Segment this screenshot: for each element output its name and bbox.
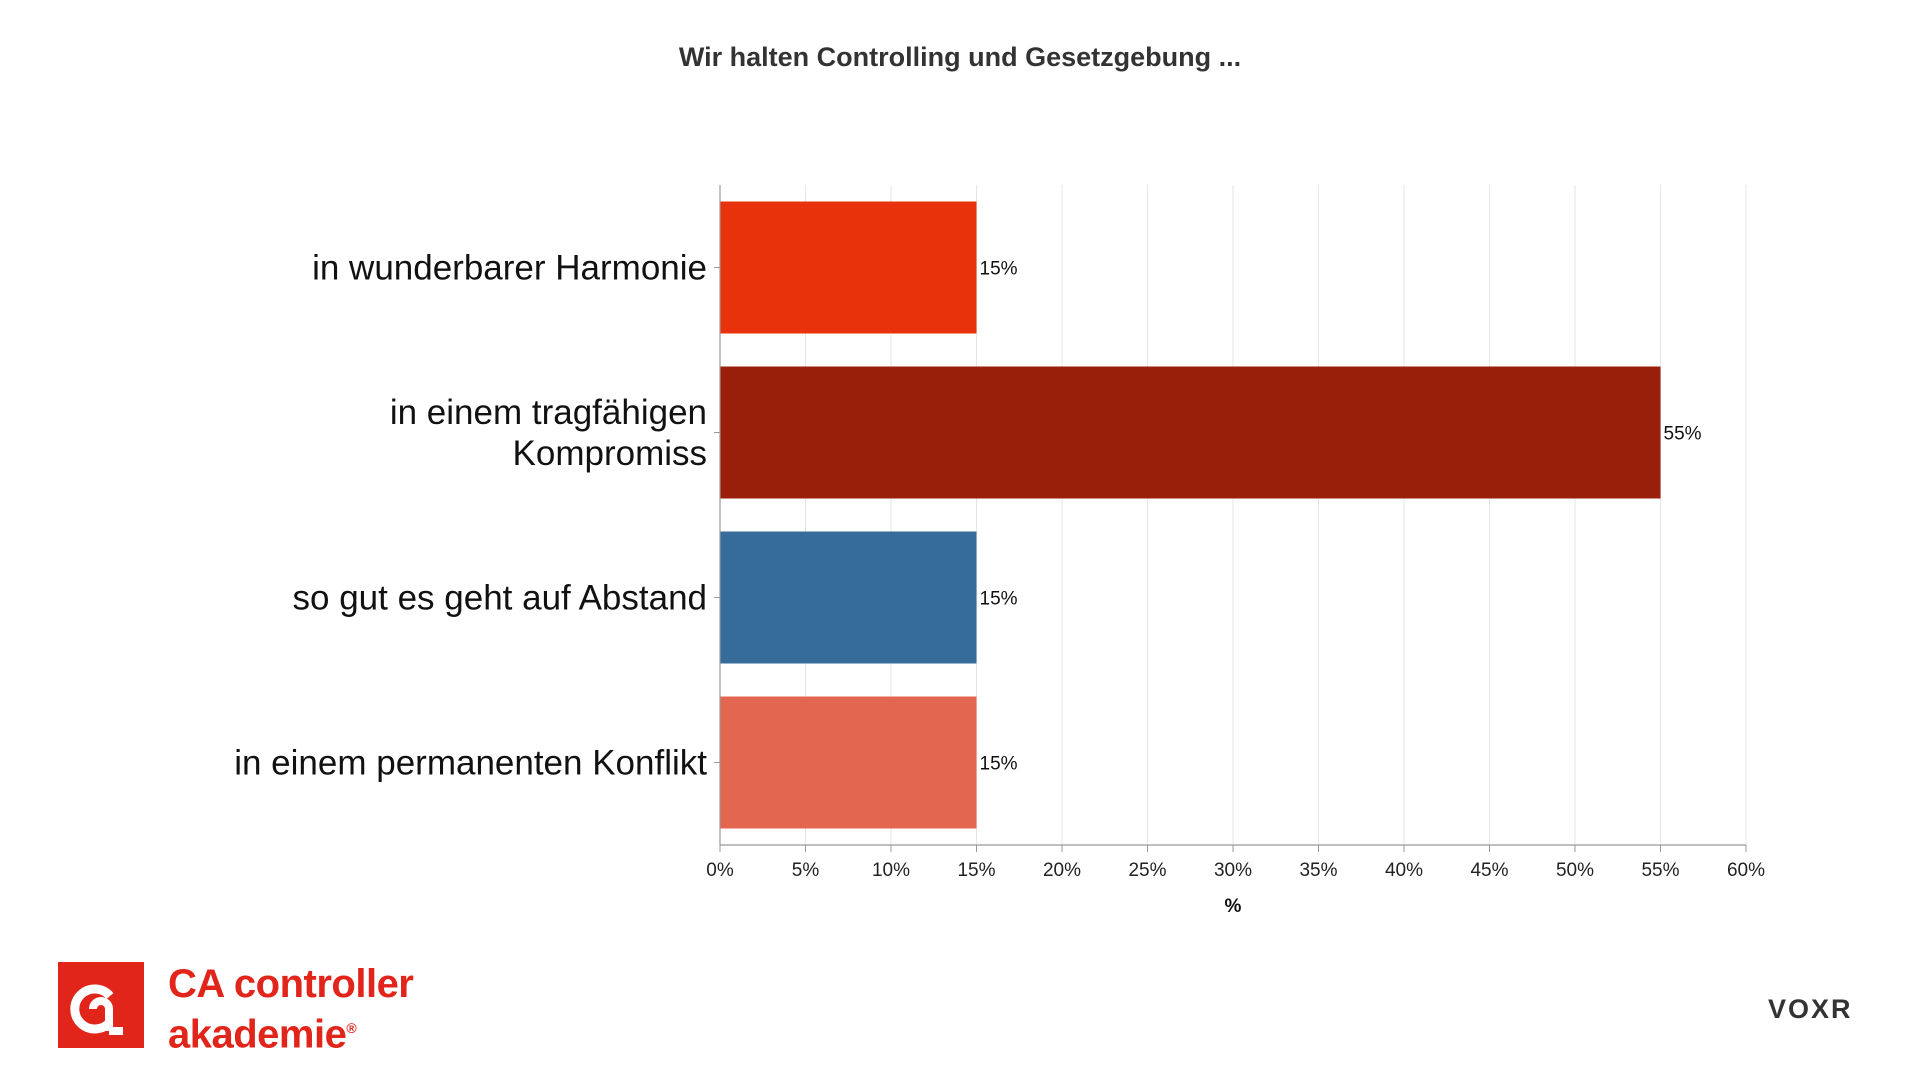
bar [720, 531, 977, 664]
bar [720, 201, 977, 334]
data-label: 15% [980, 589, 1018, 610]
x-tick-label: 30% [1214, 860, 1252, 881]
x-tick-label: 5% [792, 860, 820, 881]
labels: 0% 5% 10% 15% 20% 25% 30% 35% 40% 45% 50% 55% 60% 15%… [234, 249, 1765, 918]
category-label-line: in wunderbarer Harmonie [312, 249, 707, 288]
category-label: in einem permanenten Konflikt [234, 744, 707, 783]
axes [714, 185, 1747, 852]
logo-line-2: akademie® [168, 1006, 413, 1056]
x-tick-label: 60% [1727, 860, 1765, 881]
x-tick-label: 10% [872, 860, 910, 881]
data-label: 55% [1664, 424, 1702, 445]
category-label: so gut es geht auf Abstand [293, 579, 707, 618]
bar-chart: 0% 5% 10% 15% 20% 25% 30% 35% 40% 45% 50% 55% 60% 15%… [234, 185, 1765, 918]
ca-controller-akademie-logo: CA controller akademie® [58, 962, 428, 1056]
x-tick-label: 55% [1641, 860, 1679, 881]
chart-title: Wir halten Controlling und Gesetzgebung … [678, 42, 1242, 72]
ca-logo-icon [58, 962, 144, 1048]
data-label: 15% [980, 259, 1018, 280]
x-tick-label: 25% [1128, 860, 1166, 881]
x-axis-label: % [1225, 896, 1242, 917]
x-tick-label: 0% [706, 860, 734, 881]
voxr-logo: VOXR [1768, 994, 1853, 1024]
x-tick-label: 40% [1385, 860, 1423, 881]
category-label-line: in einem permanenten Konflikt [234, 744, 707, 783]
category-label-line: so gut es geht auf Abstand [293, 579, 707, 618]
x-tick-label: 35% [1299, 860, 1337, 881]
category-label-line: Kompromiss [513, 434, 707, 473]
bar [720, 366, 1661, 499]
data-label: 15% [980, 754, 1018, 775]
category-label: in einem tragfähigen Kompromiss [390, 393, 707, 473]
x-tick-label: 45% [1470, 860, 1508, 881]
x-tick-label: 50% [1556, 860, 1594, 881]
category-label: in wunderbarer Harmonie [312, 249, 707, 288]
bars [720, 201, 1661, 829]
bar [720, 696, 977, 829]
category-label-line: in einem tragfähigen [390, 393, 707, 432]
x-tick-label: 20% [1043, 860, 1081, 881]
registered-mark: ® [346, 1020, 357, 1036]
logo-text: CA controller akademie® [168, 962, 414, 1056]
logo-line-2-text: akademie [168, 1012, 347, 1057]
x-tick-label: 15% [957, 860, 995, 881]
logo-line-1: CA controller [168, 962, 414, 1006]
